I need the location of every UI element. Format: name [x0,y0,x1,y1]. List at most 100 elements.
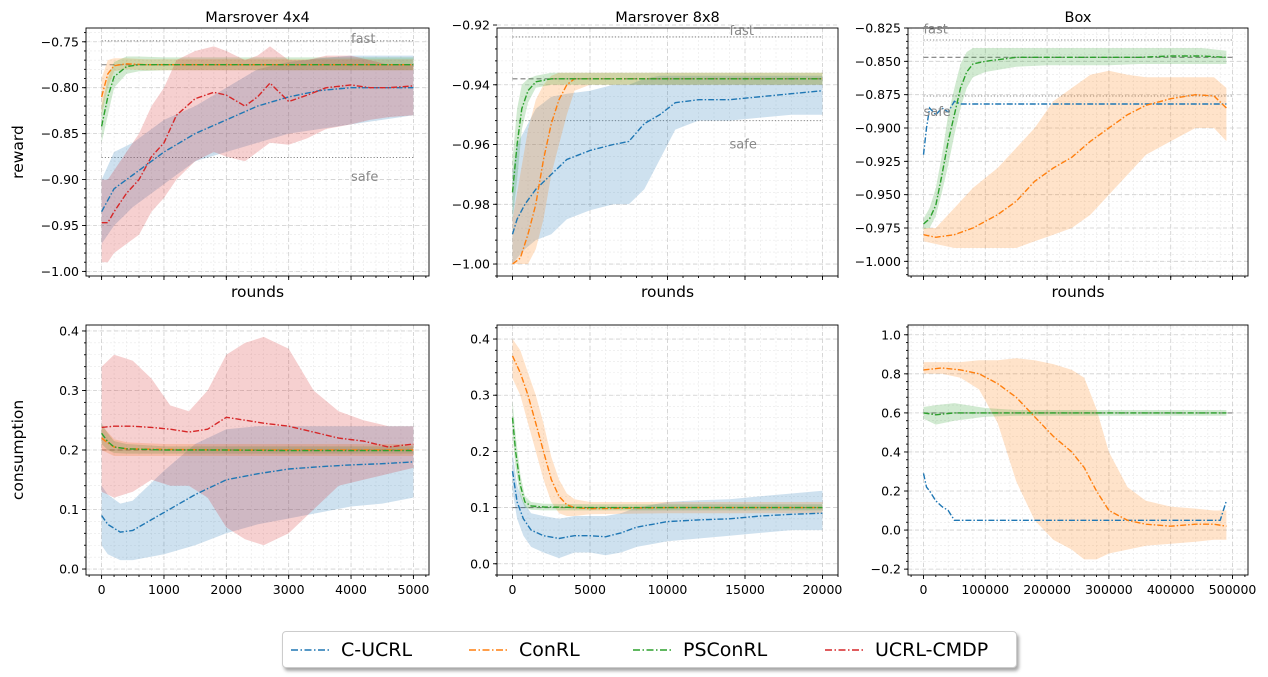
series-area [100,46,414,263]
band-ucrl-cmdp [101,336,414,546]
ticks [493,24,839,280]
y-tick-label: 0.4 [59,323,79,338]
x-axis-label: rounds [1051,283,1104,301]
band-c-ucrl [101,55,414,244]
x-tick-label: 0 [98,582,106,597]
major-grid [86,28,429,276]
y-tick-label: 0.8 [881,366,901,381]
y-tick-label: −0.90 [41,172,79,187]
y-tick-label: 0.0 [59,562,79,577]
y-tick-label: −1.00 [41,264,79,279]
y-tick-label: −0.95 [41,218,79,233]
y-tick-label: −0.85 [41,126,79,141]
line-c-ucrl [100,87,414,213]
y-axis-label: consumption [9,400,27,500]
y-tick-label: 0.1 [59,502,79,517]
subplot-3: −1.000 −0.975 −0.950 −0.925 −0.900 −0.875 −0.8… [855,10,1249,301]
band-conrl [101,426,414,456]
line-psconrl [101,432,414,452]
annotation-fast: fast [923,22,947,37]
legend-item-c-ucrl: C-UCRL [291,637,412,663]
x-tick-label: 200000 [1023,582,1071,597]
band-psconrl [923,403,1227,425]
y-tick-label: 0.1 [470,500,490,515]
annotation-safe: safe [351,170,378,185]
ticks [82,330,427,579]
ticks [904,27,1246,280]
y-tick-label: −0.950 [855,187,901,202]
line-conrl [923,93,1227,239]
x-tick-label: 100000 [961,582,1009,597]
y-tick-label: 0.4 [881,444,901,459]
major-grid [908,27,1248,276]
series-area [101,336,414,561]
band-c-ucrl [512,451,823,559]
x-tick-label: 300000 [1085,582,1133,597]
y-tick-label: 0.2 [470,444,490,459]
y-tick-label: 0.6 [881,405,901,420]
x-tick-label: 5000 [398,582,430,597]
y-tick-label: −0.825 [855,21,901,36]
axes-frame [907,324,1249,576]
subplot-6: −0.2 0.0 0.2 0.4 0.6 0.8 1.0 0 100000 200000 30000… [871,324,1257,597]
legend-item-psconrl: PSConRL [633,637,767,663]
x-tick-label: 3000 [273,582,305,597]
series-area [511,339,823,559]
line-c-ucrl [511,470,823,540]
subplot-1: −1.00 −0.95 −0.90 −0.85 −0.80 −0.75 Marsrover … [9,10,430,301]
x-tick-label: 0 [919,582,927,597]
x-tick-label: 5000 [574,582,606,597]
subplot-5: 0.0 0.1 0.2 0.3 0.4 0 5000 10000 15000 20000 [470,324,843,597]
line-c-ucrl [511,90,823,235]
y-tick-label: 0.4 [470,332,490,347]
x-tick-label: 1000 [148,582,180,597]
x-axis-label: rounds [641,283,694,301]
y-tick-label: −0.96 [452,137,490,152]
line-psconrl [923,55,1227,225]
y-tick-label: −1.00 [452,257,490,272]
annotation-safe: safe [923,105,950,120]
legend-item-ucrl-cmdp: UCRL-CMDP [825,637,988,663]
y-tick-label: 0.0 [881,523,901,538]
y-tick-label: 0.3 [470,388,490,403]
line-c-ucrl [101,461,414,533]
annotation-fast: fast [351,32,375,47]
x-tick-label: 20000 [803,582,843,597]
y-tick-label: −0.98 [452,197,490,212]
y-tick-label: −0.80 [41,80,79,95]
series-area [922,48,1227,248]
ticks [493,327,839,579]
major-grid [497,24,838,276]
x-tick-label: 500000 [1209,582,1257,597]
minor-grid [908,325,1248,575]
line-c-ucrl [922,473,1228,521]
series-area [922,358,1228,560]
line-conrl [511,355,823,510]
band-conrl [512,72,823,264]
line-psconrl [511,78,823,193]
x-tick-label: 15000 [725,582,765,597]
legend: C-UCRL ConRL PSConRL UCRL-CMDP [282,631,1017,668]
y-tick-label: 0.2 [881,484,901,499]
y-tick-label: −0.850 [855,54,901,69]
legend-label: UCRL-CMDP [875,639,989,661]
band-ucrl-cmdp [101,46,414,263]
minor-grid [908,28,1248,276]
y-tick-label: 0.0 [470,556,490,571]
line-psconrl [100,64,414,127]
subplot-title: Box [1065,10,1092,26]
y-tick-label: −0.875 [855,87,901,102]
y-axis-label: reward [9,125,27,179]
line-ucrl-cmdp [101,82,414,224]
line-conrl [923,367,1227,527]
x-axis-label: rounds [231,283,284,301]
legend-label: ConRL [519,639,580,661]
x-tick-label: 4000 [335,582,367,597]
y-tick-label: −1.000 [855,254,901,269]
ticks [82,32,427,280]
y-tick-label: −0.925 [855,154,901,169]
y-tick-label: 0.3 [59,383,79,398]
series-area [511,72,823,265]
annotation-safe: safe [730,138,757,153]
